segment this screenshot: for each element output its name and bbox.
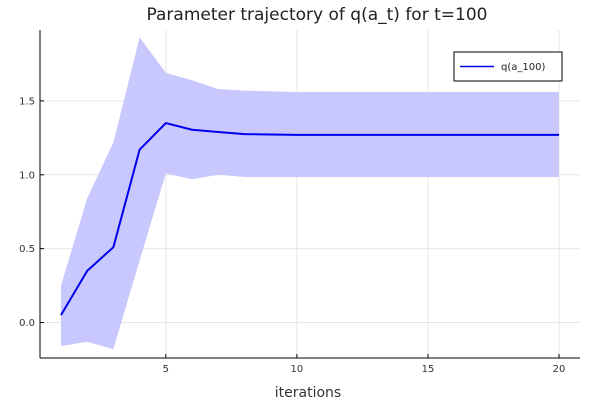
legend-label-0: q(a_100) bbox=[501, 62, 545, 73]
chart-title: Parameter trajectory of q(a_t) for t=100 bbox=[147, 5, 488, 25]
axes bbox=[39, 30, 580, 359]
legend: q(a_100) bbox=[453, 51, 563, 82]
y-tick-label-2: 1.0 bbox=[19, 170, 35, 181]
y-tick-label-3: 1.5 bbox=[19, 96, 35, 107]
y-axis-ticks: 0.0 0.5 1.0 1.5 bbox=[19, 96, 44, 329]
x-axis-ticks: 5 10 15 20 bbox=[163, 354, 566, 375]
confidence-band bbox=[60, 37, 560, 350]
x-tick-label-0: 5 bbox=[163, 364, 169, 375]
series-line-0 bbox=[60, 122, 560, 316]
series-lines bbox=[60, 122, 560, 316]
series-band-0 bbox=[60, 37, 560, 350]
x-tick-label-3: 20 bbox=[553, 364, 566, 375]
x-tick-label-1: 10 bbox=[291, 364, 304, 375]
y-tick-label-1: 0.5 bbox=[19, 244, 35, 255]
x-axis-label: iterations bbox=[275, 385, 341, 400]
y-tick-label-0: 0.0 bbox=[19, 318, 35, 329]
x-tick-label-2: 15 bbox=[422, 364, 435, 375]
